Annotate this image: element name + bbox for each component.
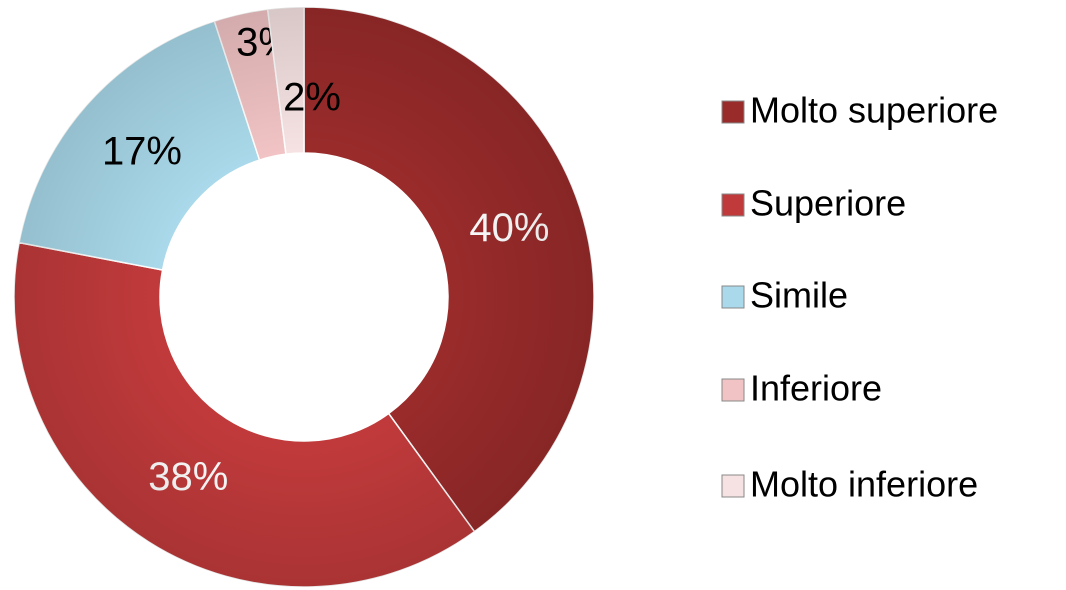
legend-swatch bbox=[721, 378, 745, 402]
data-label: 40% bbox=[469, 206, 549, 250]
legend-label: Superiore bbox=[750, 183, 906, 224]
legend-swatch bbox=[721, 285, 745, 309]
donut-hole bbox=[160, 153, 448, 441]
data-label: 2% bbox=[283, 76, 341, 120]
legend-label: Inferiore bbox=[750, 368, 882, 409]
legend-swatch bbox=[721, 100, 745, 124]
legend-swatch bbox=[721, 474, 745, 498]
legend-label: Molto superiore bbox=[750, 90, 998, 131]
data-label: 38% bbox=[148, 455, 228, 499]
legend-swatch bbox=[721, 193, 745, 217]
legend-label: Molto inferiore bbox=[750, 464, 978, 505]
data-label: 17% bbox=[102, 130, 182, 174]
legend-label: Simile bbox=[750, 275, 848, 316]
